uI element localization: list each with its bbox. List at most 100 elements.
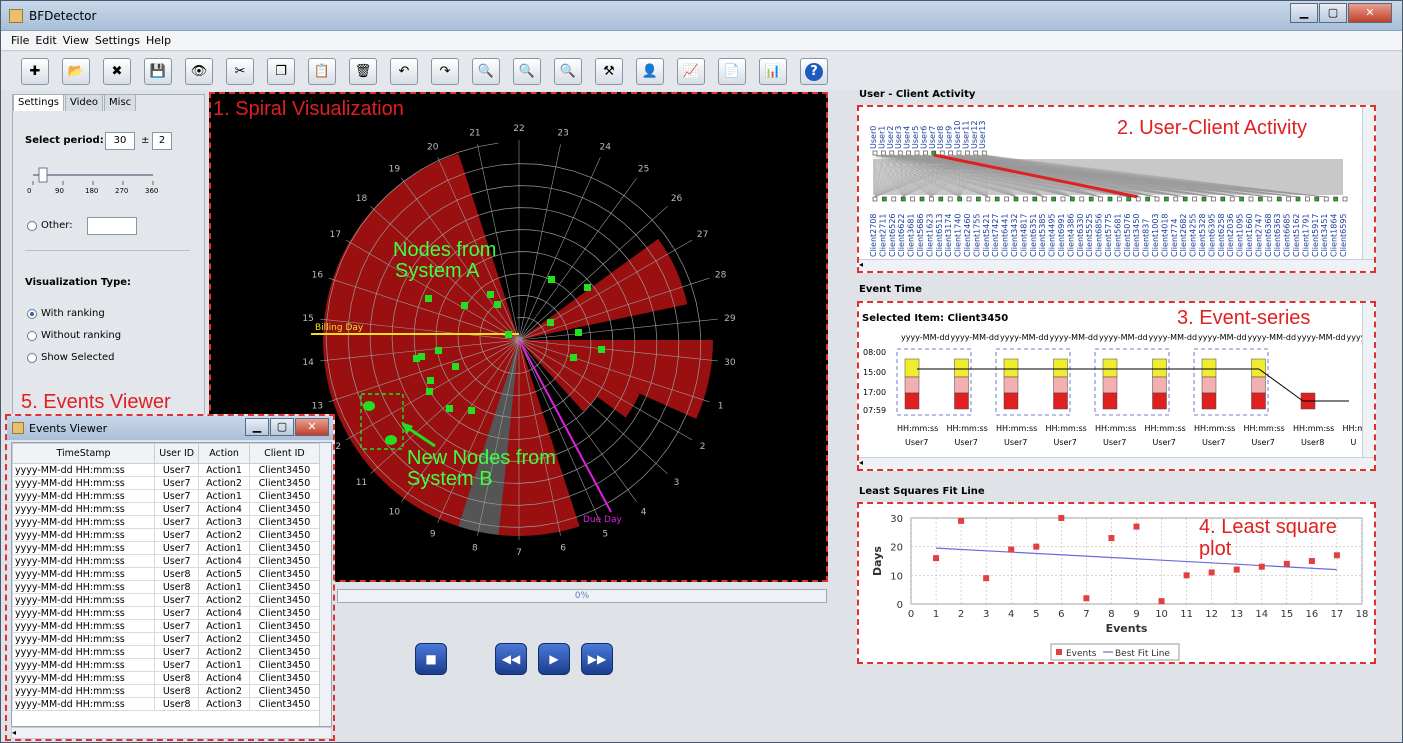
table-row[interactable]: yyyy-MM-dd HH:mm:ss User8 Action4 Client345… [12,671,321,685]
client-label: Client1791 [1301,213,1310,257]
table-row[interactable]: yyyy-MM-dd HH:mm:ss User7 Action2 Client345… [12,645,321,659]
ev-minimize-button[interactable]: ▁ [245,418,269,436]
rewind-button[interactable]: ◀◀ [495,643,527,675]
slider-thumb[interactable] [38,167,48,183]
table-row[interactable]: yyyy-MM-dd HH:mm:ss User7 Action4 Client345… [12,554,321,568]
minimize-button[interactable]: ▁ [1290,3,1318,23]
table-row[interactable]: yyyy-MM-dd HH:mm:ss User7 Action1 Client345… [12,658,321,672]
paste-button[interactable]: 📋 [308,58,336,85]
undo-button[interactable]: ↶ [390,58,418,85]
new-button[interactable]: ✚ [21,58,49,85]
activity-edge [903,154,909,198]
fast-forward-button[interactable]: ▶▶ [581,643,613,675]
table-row[interactable]: yyyy-MM-dd HH:mm:ss User7 Action2 Client345… [12,476,321,490]
stop-button[interactable]: ■ [415,643,447,675]
user-client-activity-panel[interactable]: User0 User1 User2 User3 User4 User5 User6 User7… [857,105,1376,273]
column-header-user-id[interactable]: User ID [154,443,200,464]
table-row[interactable]: yyyy-MM-dd HH:mm:ss User7 Action1 Client345… [12,463,321,477]
table-row[interactable]: yyyy-MM-dd HH:mm:ss User8 Action2 Client345… [12,684,321,698]
tab-video[interactable]: Video [65,94,104,111]
delete-button[interactable]: ✖ [103,58,131,85]
table-row[interactable]: yyyy-MM-dd HH:mm:ss User7 Action1 Client345… [12,541,321,555]
zoom-out-button[interactable]: 🔍 [513,58,541,85]
nodes-a-line2: System A [395,260,480,282]
events-vscroll[interactable] [319,443,331,726]
zoom-fit-button[interactable]: 🔍 [554,58,582,85]
activity-edge [975,154,1327,198]
event-bar-pink [1003,376,1019,394]
period-delta-input[interactable]: 2 [152,132,172,150]
table-row[interactable]: yyyy-MM-dd HH:mm:ss User7 Action1 Client345… [12,619,321,633]
event-time-vscroll[interactable] [1362,303,1374,469]
column-header-client-id[interactable]: Client ID [248,443,321,464]
table-cell: yyyy-MM-dd HH:mm:ss [12,593,156,607]
document-button[interactable]: 📄 [718,58,746,85]
spiral-canvas[interactable]: 22 23242526272829301234567891011121314151… [211,94,826,580]
menu-file[interactable]: File [11,34,30,47]
event-series-chart[interactable]: 08:00 15:00 17:00 07:59 yyyy-MM-dd HH:mm:ss Us… [859,329,1364,469]
x-tick-label: 14 [1255,609,1268,620]
copy-button[interactable]: ❐ [267,58,295,85]
maximize-button[interactable]: ▢ [1319,3,1347,23]
table-row[interactable]: yyyy-MM-dd HH:mm:ss User7 Action2 Client345… [12,632,321,646]
user-node [906,150,911,156]
bar-chart-button[interactable]: 📊 [759,58,787,85]
events-viewer-window[interactable]: Events Viewer ▁ ▢ ✕ TimeStamp User ID Acti… [5,414,335,741]
menu-settings[interactable]: Settings [94,34,140,47]
table-cell: yyyy-MM-dd HH:mm:ss [12,489,156,503]
period-input[interactable]: 30 [105,132,135,150]
with-ranking-radio[interactable] [27,309,37,319]
tab-misc[interactable]: Misc [104,94,137,111]
user-client-graph[interactable]: User0 User1 User2 User3 User4 User5 User6 User7… [859,107,1364,259]
table-row[interactable]: yyyy-MM-dd HH:mm:ss User8 Action3 Client345… [12,697,321,711]
user-client-hscroll[interactable]: ◂ [859,259,1374,271]
spiral-wedge [519,238,688,340]
column-header-timestamp[interactable]: TimeStamp [12,443,156,464]
event-time-panel[interactable]: Selected Item: Client3450 3. Event-serie… [857,301,1376,471]
save-button[interactable]: 💾 [144,58,172,85]
view-button[interactable]: 👁 [185,58,213,85]
event-point [1058,515,1065,521]
user-button[interactable]: 👤 [636,58,664,85]
spiral-day-label: 6 [560,543,566,553]
play-button[interactable]: ▶ [538,643,570,675]
without-ranking-radio[interactable] [27,331,37,341]
table-cell: Action2 [198,528,250,542]
table-row[interactable]: yyyy-MM-dd HH:mm:ss User7 Action2 Client345… [12,593,321,607]
client-label: Client1740 [954,213,963,257]
line-chart-button[interactable]: 📈 [677,58,705,85]
table-row[interactable]: yyyy-MM-dd HH:mm:ss User7 Action2 Client345… [12,528,321,542]
menu-edit[interactable]: Edit [35,34,57,47]
open-button[interactable]: 📂 [62,58,90,85]
cut-button[interactable]: ✂ [226,58,254,85]
table-row[interactable]: yyyy-MM-dd HH:mm:ss User7 Action4 Client345… [12,502,321,516]
show-selected-radio[interactable] [27,353,37,363]
event-bar-pink [1152,376,1167,394]
user-client-vscroll[interactable] [1362,107,1374,271]
column-header-action[interactable]: Action [198,443,250,464]
table-row[interactable]: yyyy-MM-dd HH:mm:ss User8 Action5 Client345… [12,567,321,581]
events-table[interactable]: TimeStamp User ID Action Client ID yyyy-MM-… [11,442,332,727]
trash-button[interactable]: 🗑 [349,58,377,85]
redo-button[interactable]: ↷ [431,58,459,85]
table-row[interactable]: yyyy-MM-dd HH:mm:ss User8 Action1 Client345… [12,580,321,594]
tools-button[interactable]: ⚒ [595,58,623,85]
event-time-hscroll[interactable]: ◂ [859,457,1374,469]
table-row[interactable]: yyyy-MM-dd HH:mm:ss User7 Action4 Client345… [12,606,321,620]
zoom-in-button[interactable]: 🔍 [472,58,500,85]
other-radio[interactable] [27,221,37,231]
event-user-label: User7 [1202,438,1225,447]
help-button[interactable]: ? [800,58,828,85]
client-node [1098,196,1103,202]
menu-help[interactable]: Help [145,34,172,47]
tab-settings[interactable]: Settings [13,94,65,111]
other-input[interactable] [87,217,137,235]
ev-maximize-button[interactable]: ▢ [270,418,294,436]
table-row[interactable]: yyyy-MM-dd HH:mm:ss User7 Action1 Client345… [12,489,321,503]
table-row[interactable]: yyyy-MM-dd HH:mm:ss User7 Action3 Client345… [12,515,321,529]
ev-close-button[interactable]: ✕ [295,418,329,436]
close-button[interactable]: ✕ [1348,3,1392,23]
period-slider[interactable] [23,165,163,197]
events-hscroll[interactable]: ◂ [11,727,332,739]
menu-view[interactable]: View [62,34,89,47]
